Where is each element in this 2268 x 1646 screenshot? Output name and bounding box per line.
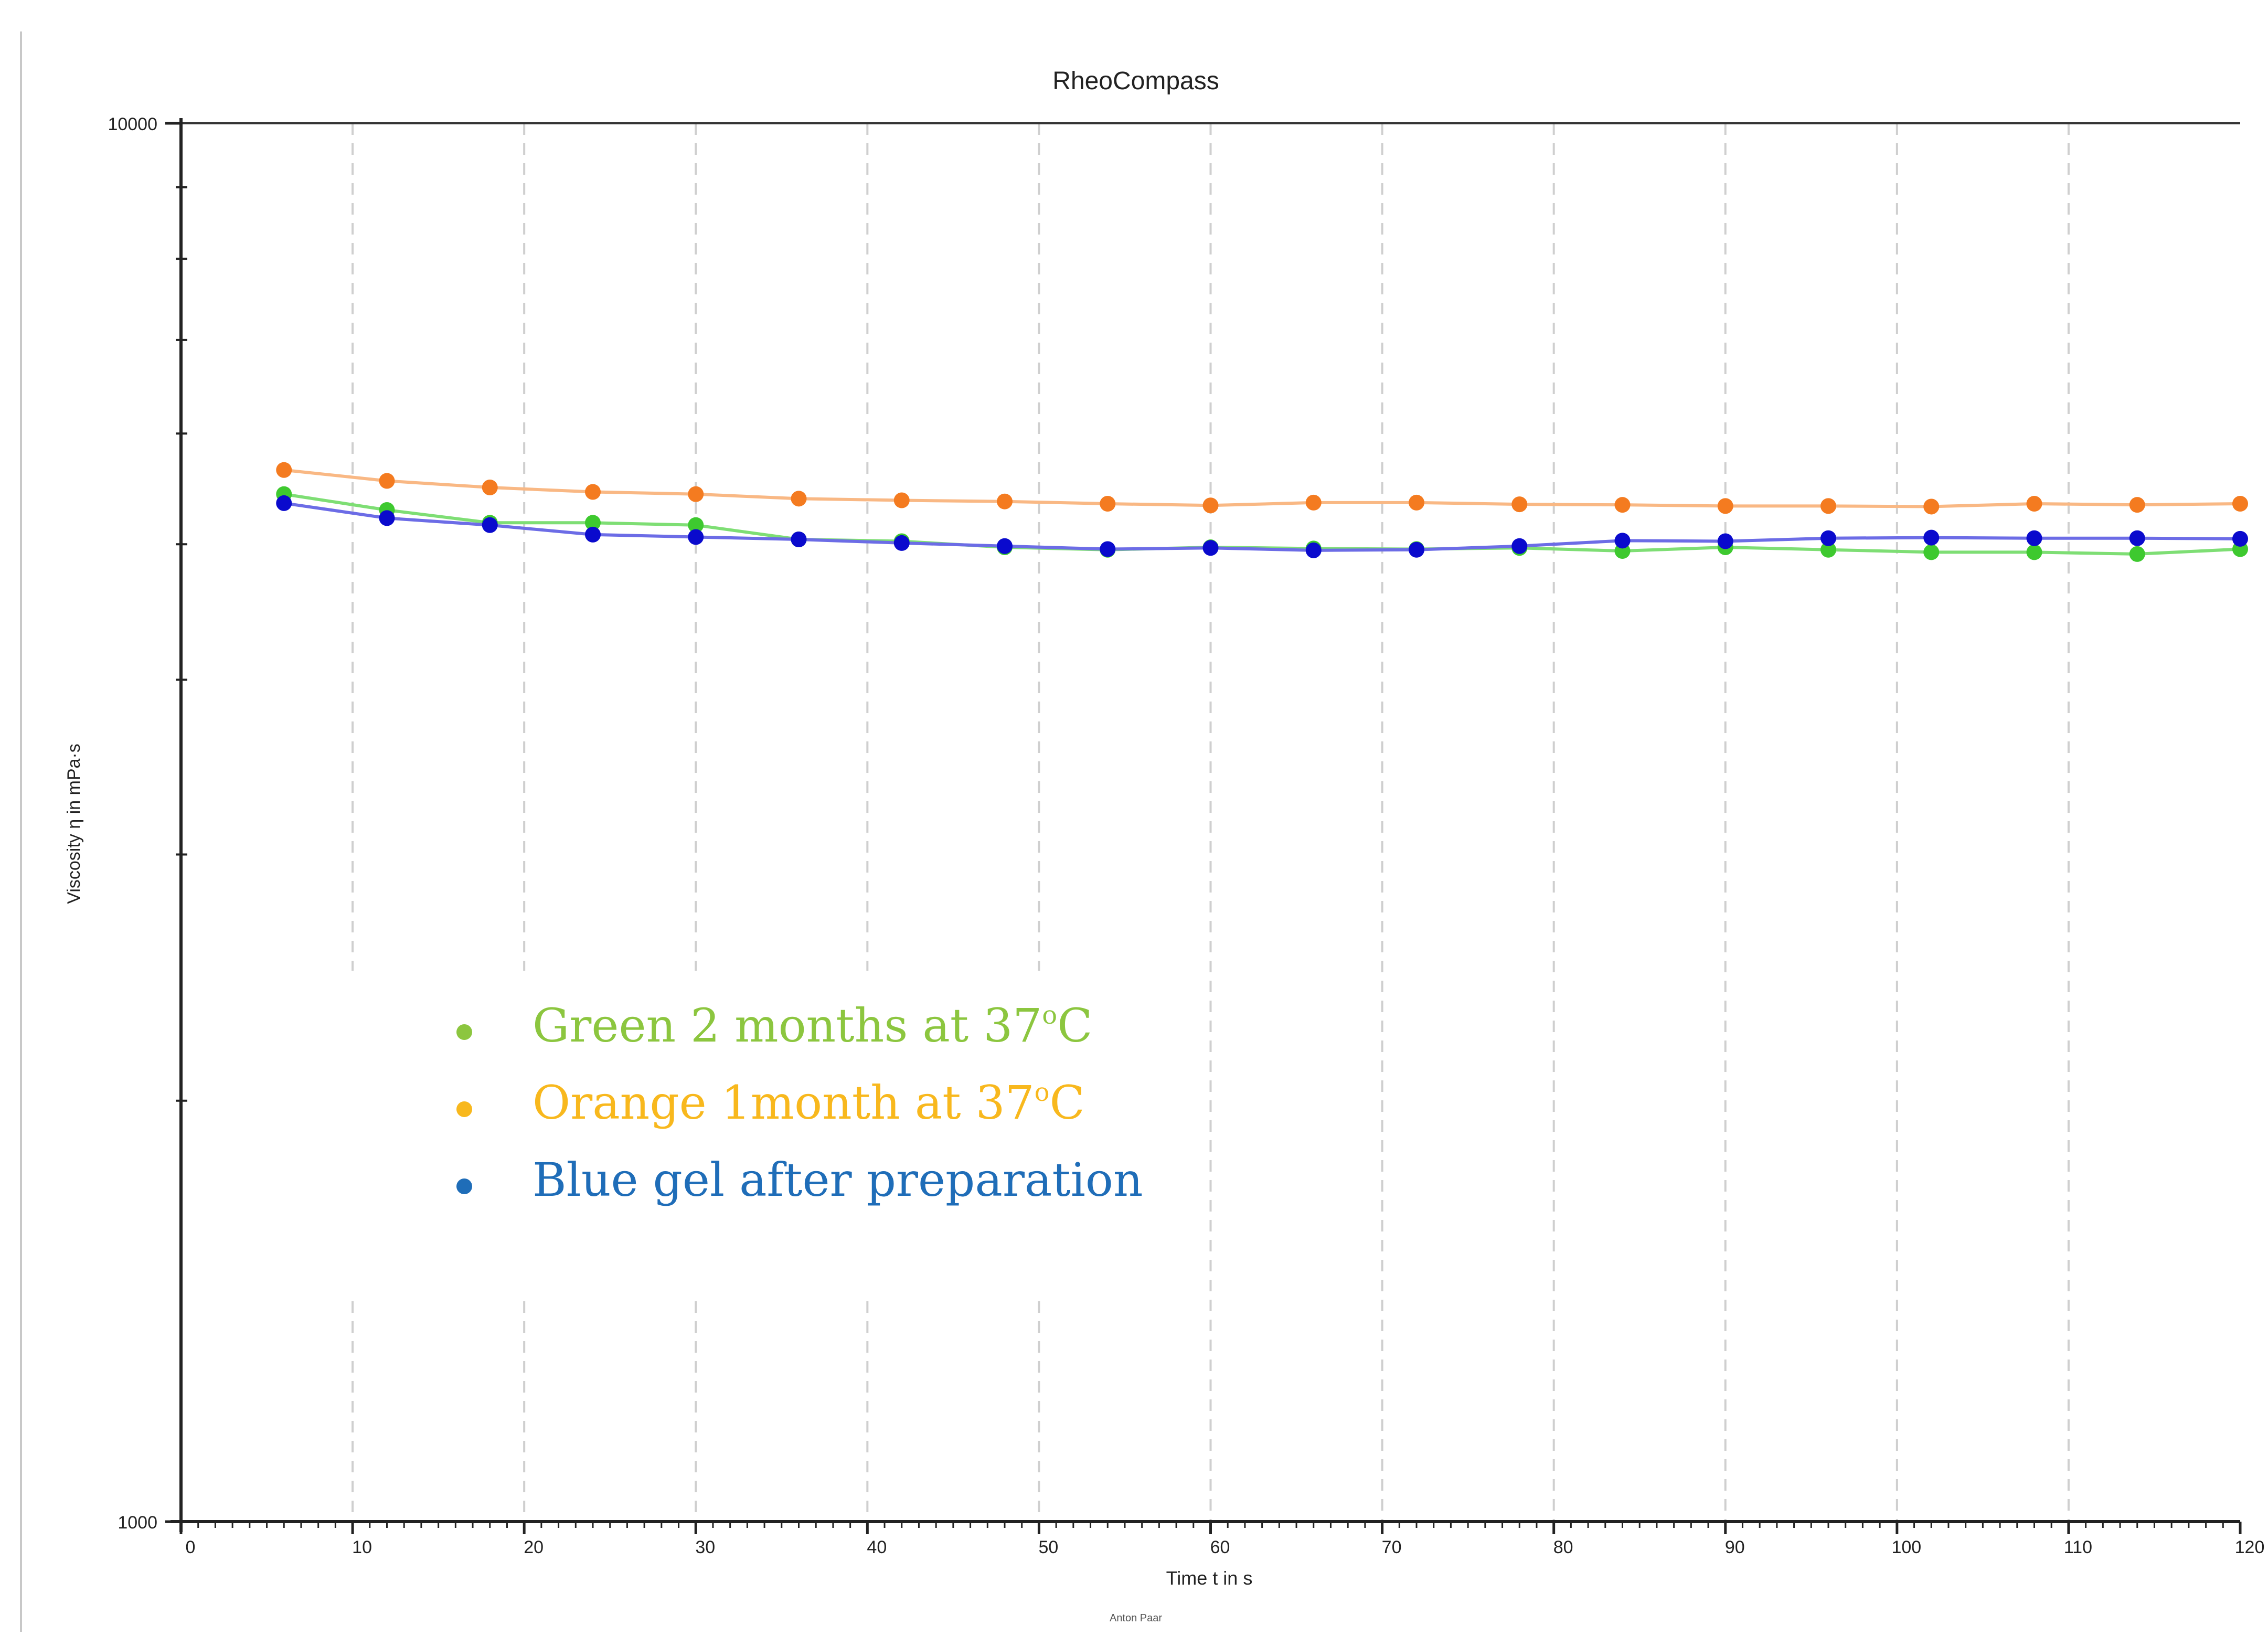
series-0-point-10: [1305, 494, 1322, 511]
x-tick-label-100: 100: [1891, 1537, 1921, 1557]
series-2-point-6: [893, 535, 910, 551]
x-tick-label-20: 20: [524, 1537, 544, 1557]
x-tick-label-50: 50: [1039, 1537, 1059, 1557]
legend-label-0: Orange 1month at 37oC: [533, 1076, 1085, 1130]
series-0-point-13: [1614, 497, 1631, 513]
legend-label-2: Blue gel after preparation: [533, 1153, 1143, 1207]
legend-marker-2: [456, 1178, 472, 1194]
y-tick-labels: 1000 10000: [108, 114, 157, 1533]
series-0-point-16: [1923, 498, 1940, 515]
series-2-point-1: [379, 510, 395, 526]
series-1-point-16: [1923, 544, 1940, 560]
x-tick-label-30: 30: [695, 1537, 715, 1557]
legend-label-0-part-1: o: [1035, 1078, 1050, 1107]
series-line-0: [283, 468, 2241, 508]
series-2-point-17: [2026, 530, 2042, 546]
data-points: [276, 462, 2248, 562]
legend-label-1-part-0: Green 2 months at 37: [533, 999, 1042, 1053]
legend-label-2-part-0: Blue gel after preparation: [533, 1153, 1143, 1207]
x-tick-label-110: 110: [2064, 1537, 2092, 1557]
series-1-point-15: [1820, 541, 1836, 558]
legend-marker-1: [456, 1024, 472, 1040]
series-line-2: [283, 501, 2241, 552]
series-0-point-3: [585, 484, 601, 500]
series-0-point-14: [1717, 498, 1733, 514]
series-2-point-10: [1305, 542, 1322, 558]
series-2-point-15: [1820, 530, 1836, 546]
series-0-point-6: [893, 492, 910, 508]
series-0-point-5: [791, 491, 807, 507]
x-tick-label-120: 120: [2235, 1537, 2265, 1557]
series-0-point-4: [688, 486, 704, 502]
gridlines: [352, 123, 2070, 1522]
series-0-point-19: [2232, 496, 2248, 512]
series-lines: [283, 468, 2241, 556]
series-1-point-17: [2026, 544, 2042, 560]
x-tick-label-40: 40: [867, 1537, 887, 1557]
y-axis-label: Viscosity η in mPa·s: [64, 744, 84, 904]
x-tick-label-0: 0: [186, 1537, 196, 1557]
legend-label-1: Green 2 months at 37oC: [533, 999, 1092, 1053]
series-2-point-19: [2232, 530, 2248, 547]
chart-title: RheoCompass: [1052, 67, 1219, 95]
series-2-point-8: [1100, 541, 1116, 557]
series-0-point-12: [1511, 496, 1528, 513]
series-0-point-7: [997, 493, 1013, 509]
series-0-point-8: [1100, 496, 1116, 512]
series-2-point-0: [276, 495, 292, 511]
series-0-point-0: [276, 462, 292, 478]
y-tick-label-1000: 1000: [118, 1513, 157, 1533]
legend-label-0-part-0: Orange 1month at 37: [533, 1076, 1035, 1130]
legend-label-1-part-1: o: [1042, 1001, 1057, 1030]
series-2-point-9: [1202, 540, 1219, 556]
series-2-point-2: [482, 517, 498, 533]
x-tick-label-60: 60: [1210, 1537, 1230, 1557]
x-tick-label-80: 80: [1553, 1537, 1573, 1557]
series-2-point-7: [997, 538, 1013, 554]
series-1-point-4: [688, 517, 704, 533]
series-0-point-15: [1820, 498, 1836, 514]
series-2-point-12: [1511, 538, 1528, 554]
series-0-point-9: [1202, 497, 1219, 514]
series-2-point-5: [791, 532, 807, 548]
legend-marker-0: [456, 1101, 472, 1117]
series-2-point-3: [585, 526, 601, 543]
legend-label-0-part-2: C: [1050, 1076, 1085, 1130]
x-tick-label-70: 70: [1382, 1537, 1402, 1557]
legend-label-1-part-2: C: [1057, 999, 1092, 1053]
y-tick-label-10000: 10000: [108, 114, 157, 134]
series-2-point-4: [688, 529, 704, 545]
series-2-point-14: [1717, 533, 1733, 549]
series-2-point-18: [2129, 530, 2145, 546]
x-tick-label-10: 10: [352, 1537, 372, 1557]
series-1-point-18: [2129, 546, 2145, 562]
series-0-point-11: [1409, 494, 1424, 511]
series-2-point-16: [1923, 529, 1940, 546]
axes: [165, 118, 2242, 1534]
series-0-point-18: [2129, 497, 2145, 513]
x-tick-labels: 0 10 20 30 40 50 60 70 80 90 100 110 120: [186, 1537, 2265, 1557]
series-1-point-3: [585, 515, 601, 531]
series-2-point-13: [1614, 533, 1631, 549]
x-tick-label-90: 90: [1725, 1537, 1745, 1557]
series-0-point-2: [482, 480, 498, 496]
footer-brand: Anton Paar: [1110, 1612, 1162, 1624]
series-0-point-17: [2026, 496, 2042, 512]
series-0-point-1: [379, 473, 395, 489]
x-axis-label: Time t in s: [1166, 1567, 1253, 1589]
series-2-point-11: [1409, 541, 1424, 558]
